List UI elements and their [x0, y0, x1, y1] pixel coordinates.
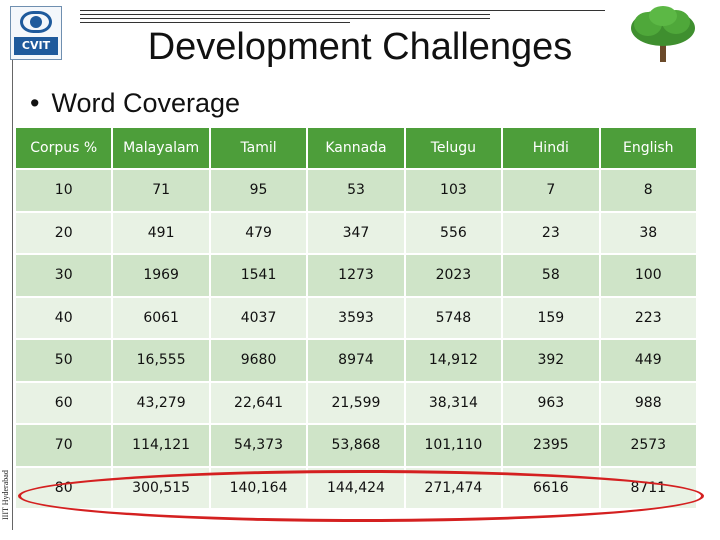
table-row: 60 43,279 22,641 21,599 38,314 963 988	[13, 380, 699, 425]
header-telugu: Telugu	[403, 126, 504, 170]
table-cell: 347	[306, 210, 406, 255]
table-cell: 1541	[208, 253, 309, 298]
table-cell: 43,279	[111, 380, 211, 425]
table-cell: 20	[13, 210, 114, 255]
table-cell: 38,314	[403, 380, 504, 425]
table-cell: 6616	[501, 465, 601, 510]
header-kannada: Kannada	[306, 126, 406, 170]
table-cell: 40	[13, 295, 114, 340]
table-cell: 159	[501, 295, 601, 340]
table-cell: 30	[13, 253, 114, 298]
table-row: 10 71 95 53 103 7 8	[13, 168, 699, 213]
word-coverage-table: Corpus % Malayalam Tamil Kannada Telugu …	[13, 126, 699, 510]
table-cell: 80	[13, 465, 114, 510]
table-cell: 449	[598, 338, 699, 383]
eye-icon	[20, 11, 52, 33]
table-cell: 2023	[403, 253, 504, 298]
table-row: 70 114,121 54,373 53,868 101,110 2395 25…	[13, 423, 699, 468]
table-cell: 3593	[306, 295, 406, 340]
table-row-highlighted: 80 300,515 140,164 144,424 271,474 6616 …	[13, 465, 699, 510]
table-cell: 21,599	[306, 380, 406, 425]
table-header-row: Corpus % Malayalam Tamil Kannada Telugu …	[13, 126, 699, 170]
table-cell: 14,912	[403, 338, 504, 383]
table-cell: 300,515	[111, 465, 211, 510]
table-cell: 223	[598, 295, 699, 340]
table-cell: 2573	[598, 423, 699, 468]
header-hindi: Hindi	[501, 126, 601, 170]
table-cell: 9680	[208, 338, 309, 383]
table-cell: 71	[111, 168, 211, 213]
table-cell: 114,121	[111, 423, 211, 468]
table-cell: 38	[598, 210, 699, 255]
table-cell: 491	[111, 210, 211, 255]
table-cell: 54,373	[208, 423, 309, 468]
bullet-item: • Word Coverage	[30, 88, 240, 119]
table-cell: 556	[403, 210, 504, 255]
table-row: 20 491 479 347 556 23 38	[13, 210, 699, 255]
table-cell: 23	[501, 210, 601, 255]
tree-icon	[631, 6, 695, 62]
table-cell: 58	[501, 253, 601, 298]
table-cell: 70	[13, 423, 114, 468]
table-cell: 60	[13, 380, 114, 425]
table-cell: 95	[208, 168, 309, 213]
vertical-label: IIIT Hyderabad	[1, 470, 10, 520]
eye-pupil	[30, 16, 42, 28]
table-cell: 1273	[306, 253, 406, 298]
table-cell: 988	[598, 380, 699, 425]
table-row: 30 1969 1541 1273 2023 58 100	[13, 253, 699, 298]
bullet-text: Word Coverage	[51, 88, 241, 118]
table-cell: 101,110	[403, 423, 504, 468]
table-cell: 144,424	[306, 465, 406, 510]
table-cell: 53,868	[306, 423, 406, 468]
table-cell: 5748	[403, 295, 504, 340]
header-malayalam: Malayalam	[111, 126, 211, 170]
header-english: English	[598, 126, 699, 170]
header-rule	[80, 10, 605, 11]
table-cell: 100	[598, 253, 699, 298]
table-cell: 1969	[111, 253, 211, 298]
header-corpus: Corpus %	[13, 126, 114, 170]
header-rule	[80, 22, 350, 23]
page-title: Development Challenges	[147, 26, 573, 68]
table-cell: 53	[306, 168, 406, 213]
table-row: 50 16,555 9680 8974 14,912 392 449	[13, 338, 699, 383]
table-cell: 103	[403, 168, 504, 213]
header-rule	[80, 14, 490, 15]
table-cell: 22,641	[208, 380, 309, 425]
table-cell: 271,474	[403, 465, 504, 510]
logo-text: CVIT	[14, 37, 58, 55]
table-cell: 140,164	[208, 465, 309, 510]
table-cell: 4037	[208, 295, 309, 340]
table-cell: 16,555	[111, 338, 211, 383]
table-row: 40 6061 4037 3593 5748 159 223	[13, 295, 699, 340]
table-cell: 7	[501, 168, 601, 213]
table-cell: 963	[501, 380, 601, 425]
table-cell: 392	[501, 338, 601, 383]
cvit-logo: CVIT	[10, 6, 62, 60]
header-rule	[80, 18, 490, 19]
side-rule	[12, 60, 13, 530]
table-cell: 2395	[501, 423, 601, 468]
table-cell: 6061	[111, 295, 211, 340]
header-tamil: Tamil	[208, 126, 309, 170]
table-cell: 50	[13, 338, 114, 383]
bullet-dot-icon: •	[30, 88, 40, 118]
table-cell: 10	[13, 168, 114, 213]
table-cell: 8	[598, 168, 699, 213]
table-cell: 8711	[598, 465, 699, 510]
table-cell: 8974	[306, 338, 406, 383]
table-cell: 479	[208, 210, 309, 255]
